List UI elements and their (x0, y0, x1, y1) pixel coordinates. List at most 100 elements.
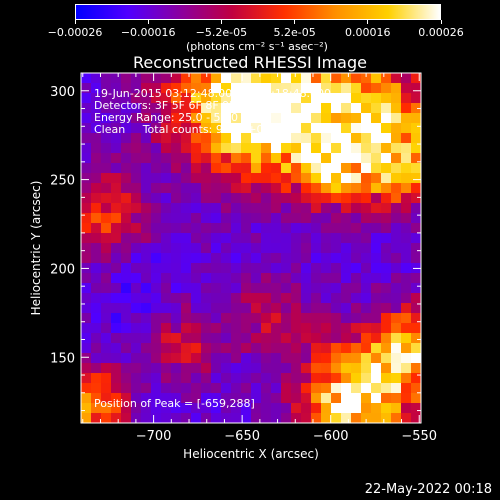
heatmap-cell (151, 213, 162, 224)
heatmap-cell (181, 293, 192, 304)
heatmap-cell (151, 73, 162, 84)
heatmap-cell (201, 263, 212, 274)
heatmap-cell (331, 403, 342, 414)
heatmap-cell (91, 73, 102, 84)
heatmap-cell (151, 193, 162, 204)
heatmap-cell (331, 113, 342, 124)
heatmap-cell (401, 193, 412, 204)
heatmap-cell (131, 193, 142, 204)
heatmap-cell (401, 103, 412, 114)
heatmap-cell (371, 363, 382, 374)
heatmap-cell (101, 163, 112, 174)
heatmap-cell (301, 393, 312, 404)
heatmap-cell (361, 133, 372, 144)
heatmap-cell (231, 263, 242, 274)
heatmap-cell (371, 103, 382, 114)
heatmap-cell (401, 113, 412, 124)
heatmap-cell (341, 263, 352, 274)
heatmap-cell (341, 353, 352, 364)
heatmap-cell (401, 403, 412, 414)
heatmap-cell (351, 113, 362, 124)
heatmap-cell (291, 353, 302, 364)
heatmap-cell (311, 143, 322, 154)
heatmap-cell (261, 413, 272, 423)
heatmap-cell (121, 373, 132, 384)
heatmap-cell (151, 143, 162, 154)
heatmap-cell (171, 333, 182, 344)
heatmap-cell (381, 243, 392, 254)
heatmap-cell (411, 393, 421, 404)
heatmap-cell (321, 73, 332, 84)
heatmap-cell (161, 163, 172, 174)
heatmap-cell (271, 353, 282, 364)
heatmap-cell (101, 333, 112, 344)
heatmap-cell (251, 303, 262, 314)
heatmap-cell (291, 243, 302, 254)
heatmap-cell (391, 173, 402, 184)
heatmap-cell (381, 103, 392, 114)
heatmap-cell (241, 153, 252, 164)
heatmap-cell (251, 243, 262, 254)
heatmap-cell (131, 353, 142, 364)
heatmap-cell (271, 133, 282, 144)
heatmap-cell (281, 203, 292, 214)
heatmap-cell (341, 343, 352, 354)
heatmap-cell (131, 283, 142, 294)
heatmap-cell (191, 223, 202, 234)
heatmap-cell (291, 373, 302, 384)
heatmap-cell (111, 413, 122, 423)
heatmap-cell (401, 153, 412, 164)
heatmap-cell (311, 133, 322, 144)
heatmap-cell (391, 373, 402, 384)
heatmap-cell (261, 253, 272, 264)
heatmap-cell (181, 153, 192, 164)
heatmap-cell (271, 213, 282, 224)
heatmap-cell (271, 253, 282, 264)
heatmap-cell (221, 313, 232, 324)
heatmap-cell (81, 163, 92, 174)
heatmap-cell (281, 193, 292, 204)
heatmap-cell (211, 203, 222, 214)
heatmap-cell (371, 73, 382, 84)
heatmap-cell (271, 373, 282, 384)
heatmap-cell (131, 153, 142, 164)
heatmap-cell (211, 233, 222, 244)
heatmap-cell (171, 343, 182, 354)
heatmap-cell (101, 73, 112, 84)
heatmap-cell (341, 213, 352, 224)
heatmap-cell (171, 373, 182, 384)
heatmap-cell (271, 153, 282, 164)
heatmap-cell (271, 203, 282, 214)
heatmap-cell (201, 323, 212, 334)
heatmap-cell (281, 343, 292, 354)
heatmap-cell (381, 273, 392, 284)
heatmap-cell (331, 143, 342, 154)
heatmap-cell (251, 363, 262, 374)
heatmap-cell (131, 263, 142, 274)
heatmap-cell (131, 253, 142, 264)
heatmap-cell (181, 343, 192, 354)
heatmap-cell (271, 343, 282, 354)
heatmap-cell (181, 323, 192, 334)
heatmap-cell (341, 363, 352, 374)
heatmap-cell (371, 413, 382, 423)
heatmap-cell (411, 343, 421, 354)
heatmap-cell (311, 273, 322, 284)
heatmap-cell (341, 293, 352, 304)
heatmap-cell (271, 313, 282, 324)
heatmap-cell (411, 183, 421, 194)
heatmap-cell (311, 243, 322, 254)
heatmap-cell (221, 273, 232, 284)
heatmap-cell (221, 143, 232, 154)
heatmap-cell (251, 383, 262, 394)
heatmap-cell (301, 213, 312, 224)
heatmap-cell (231, 73, 242, 84)
heatmap-cell (161, 223, 172, 234)
heatmap-cell (91, 303, 102, 314)
colorbar-tick-mark (220, 20, 222, 24)
heatmap-cell (321, 133, 332, 144)
colorbar-tick-mark (440, 20, 442, 24)
heatmap-cell (381, 153, 392, 164)
heatmap-cell (331, 313, 342, 324)
heatmap-cell (411, 223, 421, 234)
